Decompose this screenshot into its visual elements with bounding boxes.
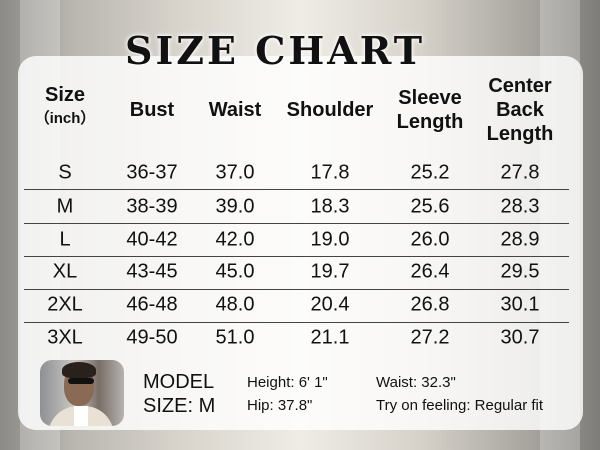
model-label: MODEL: [143, 371, 215, 393]
column-header: Sleeve Length: [397, 86, 464, 134]
table-cell: 38-39: [126, 195, 178, 218]
table-cell: 28.9: [500, 228, 540, 251]
table-cell: 51.0: [215, 326, 255, 349]
header-text: Sleeve: [398, 87, 462, 109]
table-cell: 3XL: [47, 326, 83, 349]
model-photo: [40, 360, 124, 426]
table-cell: XL: [52, 260, 78, 283]
table-cell: 45.0: [215, 260, 255, 283]
table-cell: 27.2: [410, 326, 450, 349]
table-cell: 36-37: [126, 161, 178, 184]
model-hip: Hip: 37.8": [247, 397, 313, 414]
table-cell: 18.3: [310, 195, 350, 218]
table-cell: 30.1: [500, 293, 540, 316]
column-header: Bust: [130, 98, 174, 122]
table-cell: 40-42: [126, 228, 178, 251]
header-text: Size: [44, 84, 86, 106]
header-text: Waist: [208, 99, 262, 121]
table-cell: 17.8: [310, 161, 350, 184]
table-cell: 48.0: [215, 293, 255, 316]
table-cell: 19.7: [310, 260, 350, 283]
model-waist: Waist: 32.3": [376, 374, 456, 391]
row-divider: [24, 289, 569, 290]
header-text: Back: [496, 99, 544, 121]
header-text: Bust: [129, 99, 175, 121]
header-text: Center: [488, 75, 552, 97]
row-divider: [24, 189, 569, 190]
table-cell: 19.0: [310, 228, 350, 251]
table-cell: 42.0: [215, 228, 255, 251]
column-header: Center Back Length: [487, 74, 554, 146]
table-cell: 26.8: [410, 293, 450, 316]
table-cell: 46-48: [126, 293, 178, 316]
row-divider: [24, 322, 569, 323]
table-cell: 29.5: [500, 260, 540, 283]
table-cell: 28.3: [500, 195, 540, 218]
table-cell: L: [59, 228, 71, 251]
header-text: Length: [486, 123, 554, 145]
header-text: Length: [396, 111, 464, 133]
table-cell: 27.8: [500, 161, 540, 184]
table-cell: 49-50: [126, 326, 178, 349]
table-cell: 26.0: [410, 228, 450, 251]
table-cell: 21.1: [310, 326, 350, 349]
table-cell: M: [56, 195, 74, 218]
row-divider: [24, 256, 569, 257]
table-cell: 20.4: [310, 293, 350, 316]
table-cell: 2XL: [47, 293, 83, 316]
model-fit: Try on feeling: Regular fit: [376, 397, 544, 414]
model-height: Height: 6' 1": [247, 374, 328, 391]
column-header: Shoulder: [287, 98, 374, 122]
table-cell: S: [58, 161, 72, 184]
header-text: Shoulder: [286, 99, 374, 121]
chart-title: SIZE CHART: [125, 28, 425, 73]
model-size: SIZE: M: [143, 395, 216, 417]
column-header: Waist: [209, 98, 262, 122]
column-header: Size （inch）: [35, 83, 96, 131]
table-cell: 25.6: [410, 195, 450, 218]
row-divider: [24, 223, 569, 224]
table-cell: 37.0: [215, 161, 255, 184]
table-cell: 30.7: [500, 326, 540, 349]
table-cell: 43-45: [126, 260, 178, 283]
table-cell: 25.2: [410, 161, 450, 184]
table-cell: 26.4: [410, 260, 450, 283]
unit-label: （inch）: [34, 110, 96, 127]
table-cell: 39.0: [215, 195, 255, 218]
